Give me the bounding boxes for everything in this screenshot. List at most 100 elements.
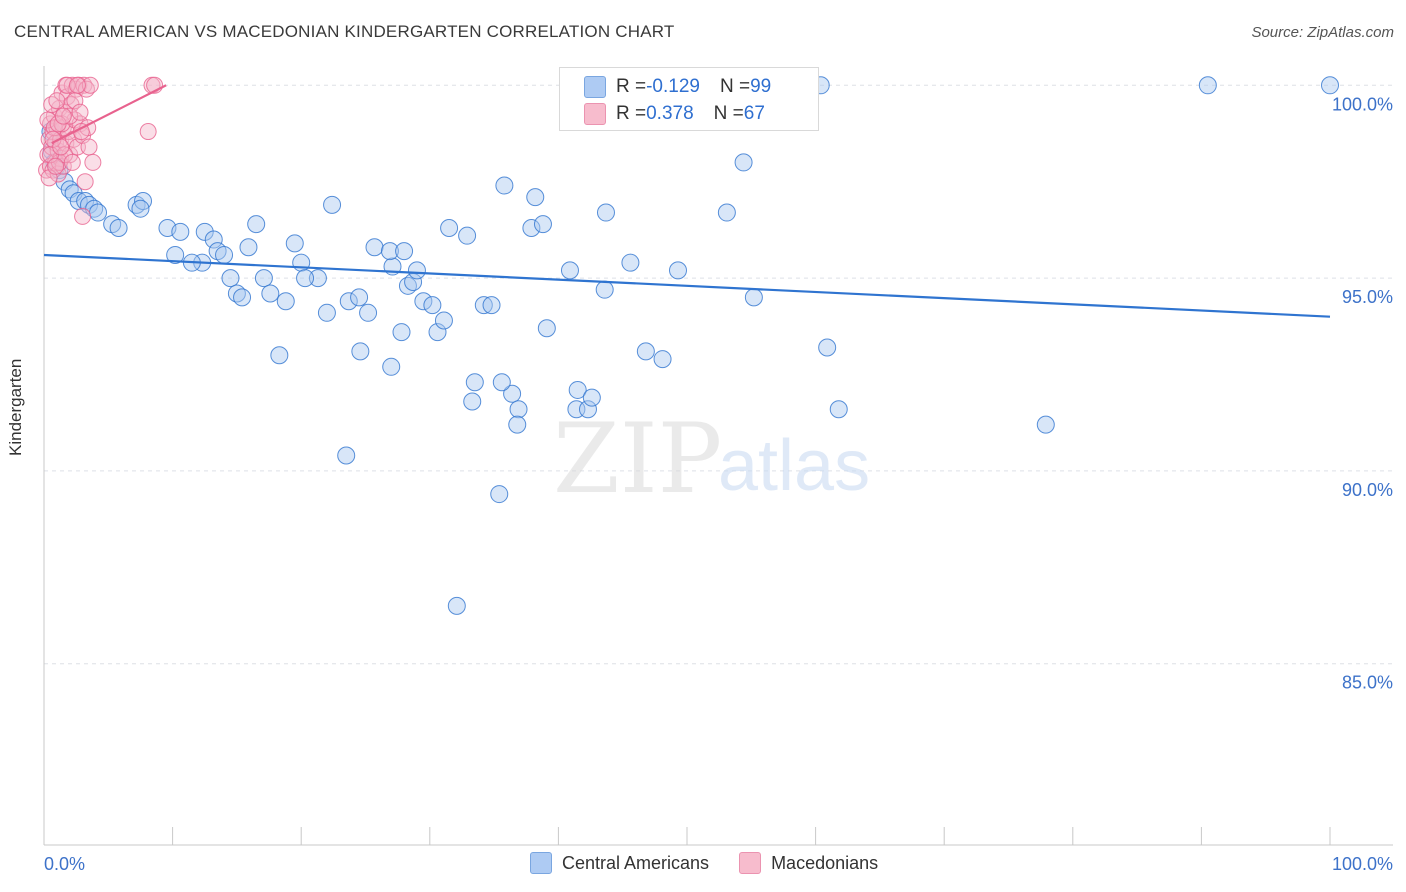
data-point [1036,415,1055,434]
data-point [463,392,482,411]
data-point [560,261,579,280]
watermark-atlas: atlas [718,426,870,506]
data-point [595,280,614,299]
data-point [829,400,848,419]
data-point [74,207,92,225]
data-point [296,269,315,288]
n-label: N = [719,75,751,97]
legend-item-central-americans[interactable]: Central Americans [530,852,709,874]
data-point [596,203,615,222]
data-point [81,76,99,94]
data-point [537,319,556,338]
legend-label: Macedonians [771,852,879,873]
x-tick-label-max: 100.0% [1332,854,1393,874]
data-point [337,446,356,465]
data-point [492,373,511,392]
data-point [54,107,72,125]
y-tick-label: 85.0% [1342,673,1393,693]
data-point [474,296,493,315]
data-point [407,261,426,280]
data-point [482,296,501,315]
data-point [636,342,655,361]
data-point [447,596,466,615]
legend-label: Central Americans [562,852,710,873]
data-point [233,288,252,307]
data-point [89,203,108,222]
data-point [668,261,687,280]
data-point [254,269,273,288]
chart-title: CENTRAL AMERICAN VS MACEDONIAN KINDERGAR… [14,22,675,41]
n-label: N = [713,102,744,124]
data-point [1321,76,1339,95]
data-point [239,238,258,257]
data-point [317,303,336,322]
legend-item-macedonians[interactable]: Macedonians [739,852,878,874]
data-point [568,380,587,399]
x-tick-label-min: 0.0% [44,854,85,874]
data-point [653,350,672,369]
data-point [621,253,640,272]
data-point [350,288,369,307]
r-label: R = [616,75,647,97]
data-point [414,292,433,311]
data-point [818,338,837,357]
watermark-zip: ZIP [553,403,722,515]
data-point [423,296,442,315]
data-point [270,346,289,365]
data-point [76,173,94,191]
series-central-americans [41,76,1339,615]
data-point [365,238,384,257]
y-tick-label: 95.0% [1342,287,1393,307]
data-point [68,76,86,94]
data-point [351,342,370,361]
data-point [204,230,223,249]
data-point [428,323,447,342]
data-point [359,303,378,322]
data-point [522,218,541,237]
data-point [58,76,76,94]
data-point [526,188,545,207]
stats-legend: R = -0.129 N = 99 R = 0.378 N = 67 [559,67,819,131]
n-value: 99 [750,75,772,97]
data-point [221,269,240,288]
series-macedonians [38,76,167,225]
trend-line [43,253,1331,318]
data-point [582,388,601,407]
data-point [171,222,190,241]
data-point [195,222,214,241]
data-point [490,485,509,504]
data-point [247,215,266,234]
data-point [503,384,522,403]
data-point [80,138,98,156]
y-tick-label: 90.0% [1342,480,1393,500]
data-point [261,284,280,303]
data-point [395,242,414,261]
data-point [131,199,150,218]
trend-line [51,84,167,145]
data-point [382,357,401,376]
swatch-pink-icon [584,102,606,125]
data-point [1198,76,1217,95]
r-value: -0.129 [646,75,700,97]
data-point [323,195,342,214]
data-point [380,242,399,261]
data-point [84,153,102,171]
data-point [166,245,185,264]
data-point [434,311,453,330]
swatch-blue-icon [584,75,606,98]
data-point [47,157,65,175]
r-label: R = [616,102,647,124]
bottom-legend: Central Americans Macedonians [530,852,908,874]
data-point [48,92,66,110]
data-point [276,292,295,311]
data-point [63,153,81,171]
data-point [465,373,484,392]
legend-swatch-blue-icon [530,852,552,874]
data-point [139,123,157,141]
source-credit: Source: ZipAtlas.com [1251,24,1394,41]
stats-row-central-americans: R = -0.129 N = 99 [584,73,771,100]
data-point [71,103,89,121]
r-value: 0.378 [646,102,694,124]
data-point [339,292,358,311]
data-point [392,323,411,342]
